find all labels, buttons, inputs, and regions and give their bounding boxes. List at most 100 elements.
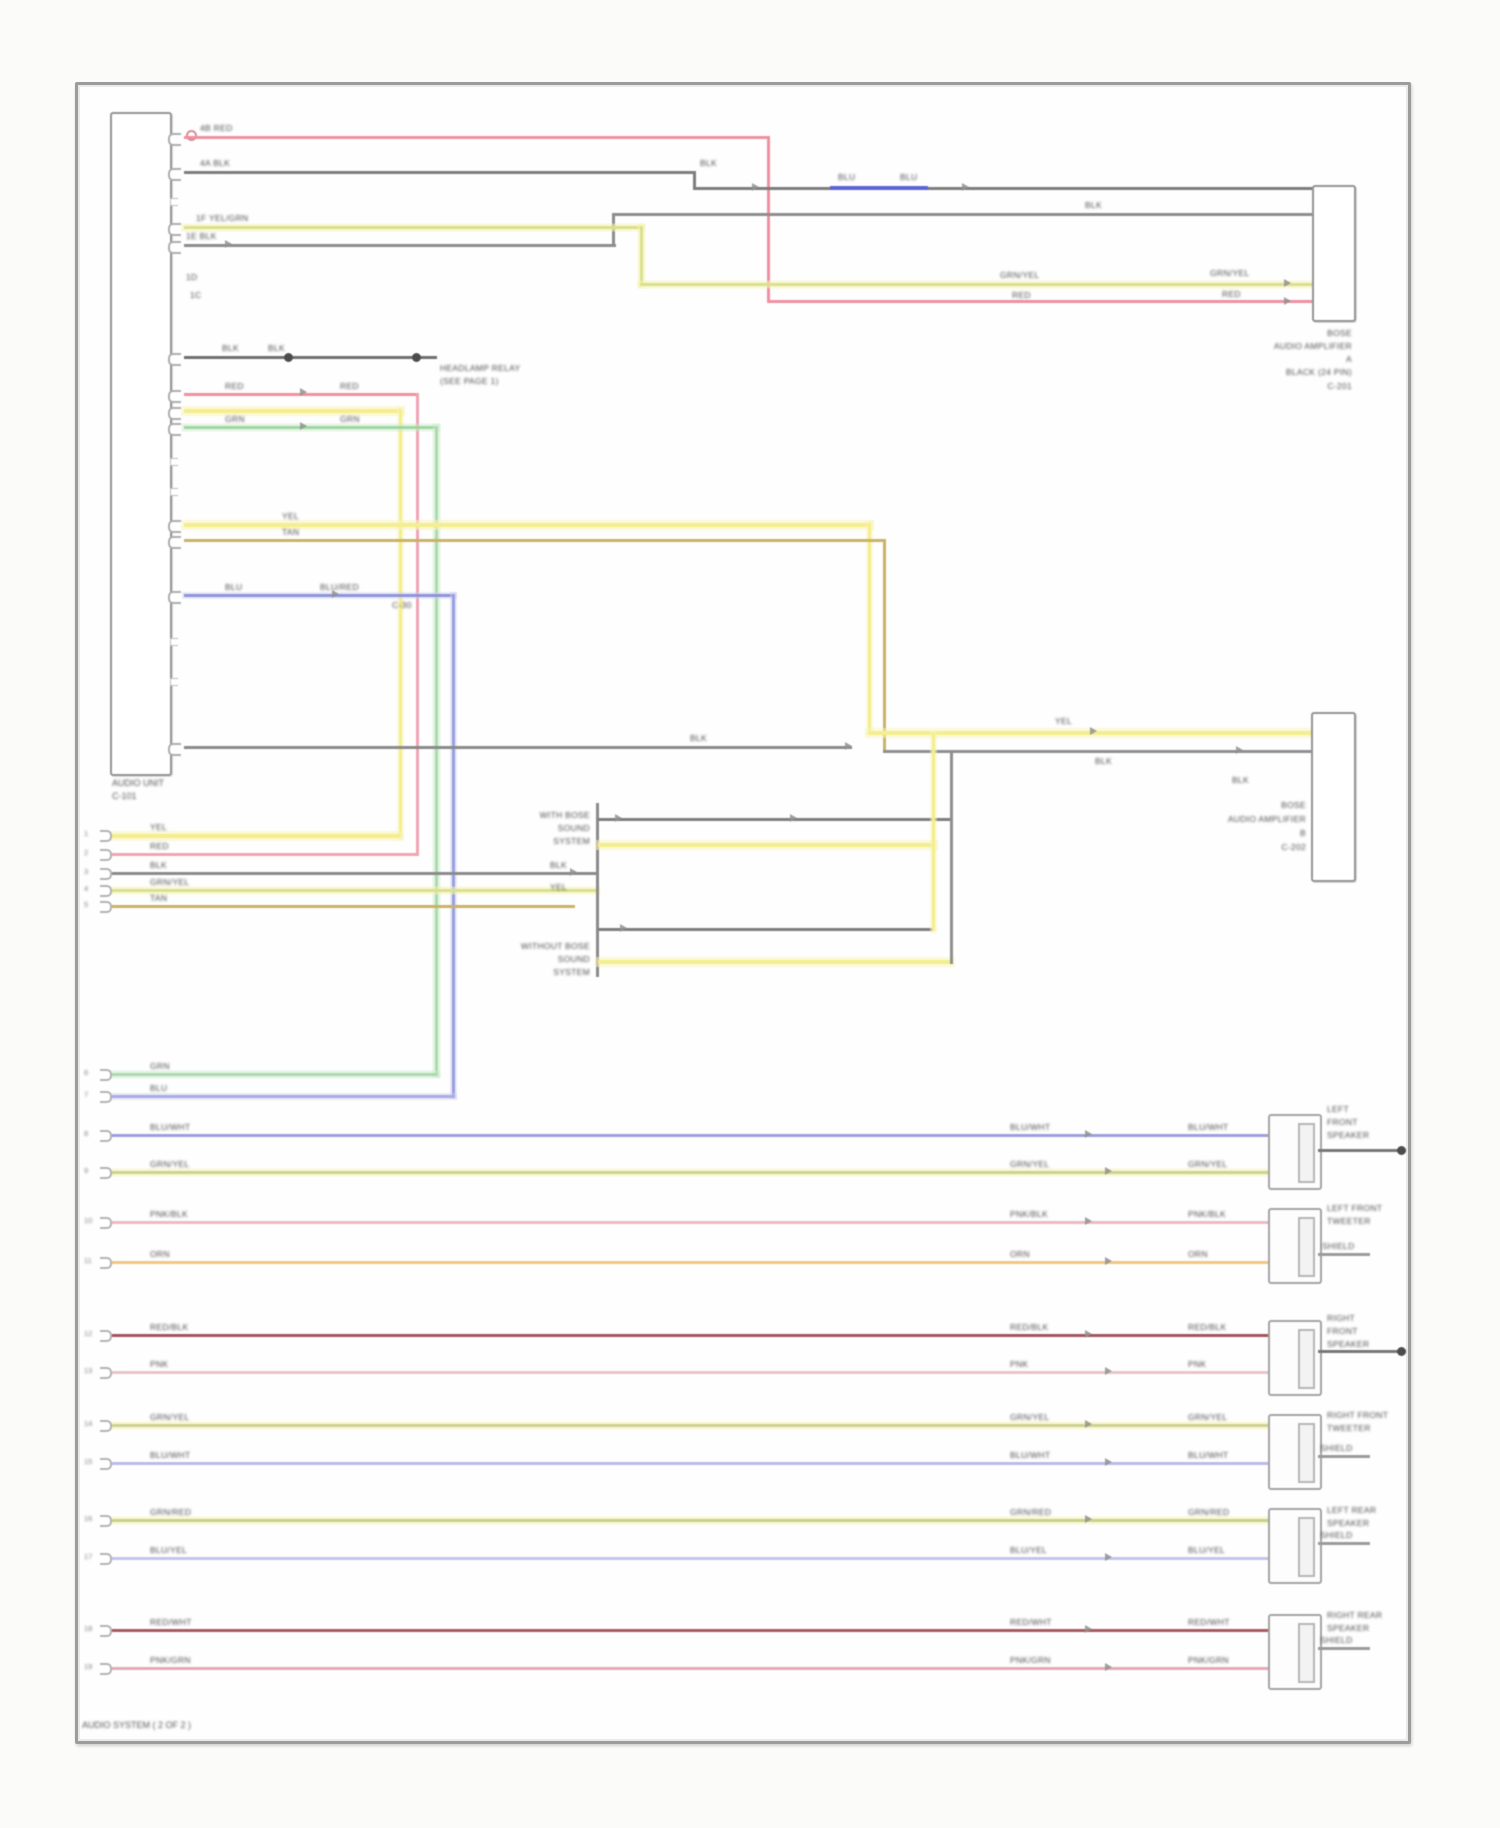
wire-gray-tail	[1318, 1253, 1370, 1256]
option-label: SOUND	[557, 823, 590, 833]
wire-tag: GRN	[225, 414, 245, 424]
wire-tag: BLU/WHT	[1188, 1450, 1229, 1460]
pin-icon	[100, 1367, 112, 1379]
wire-row	[112, 1371, 1270, 1374]
wire-tag: 4B RED	[200, 123, 233, 133]
option-label: WITH BOSE	[539, 810, 590, 820]
speaker-label: FRONT	[1327, 1326, 1358, 1336]
speaker-connector	[1268, 1208, 1322, 1284]
wire-red	[767, 136, 770, 302]
pin-icon	[100, 1330, 112, 1342]
pin-icon	[168, 423, 181, 436]
splice-icon	[1105, 1367, 1112, 1375]
wire-tag: GRN/YEL	[150, 877, 190, 887]
splice-icon	[615, 814, 622, 822]
wire-tag: TAN	[150, 893, 168, 903]
pin-number: 15	[84, 1457, 93, 1466]
wire-tag: PNK/BLK	[1188, 1209, 1227, 1219]
wire-yellow	[184, 523, 871, 527]
wire-tag: BLU/RED	[320, 582, 359, 592]
wire-row	[112, 1629, 1270, 1632]
pin-icon	[100, 1515, 112, 1527]
amp-a-label: C-201	[1327, 381, 1352, 391]
wire-row	[112, 1134, 1270, 1137]
wire-row	[112, 1221, 1270, 1224]
wire-tag: YEL	[550, 882, 567, 892]
speaker-label: LEFT REAR	[1327, 1505, 1377, 1515]
pin-number: 4	[84, 884, 89, 893]
wire-tag: PNK/GRN	[150, 1655, 191, 1665]
wire-tag: GRN/YEL	[1210, 268, 1250, 278]
wire-tag: BLU/YEL	[1010, 1545, 1048, 1555]
wire-tag: 1E BLK	[186, 231, 217, 241]
pin-number: 11	[84, 1256, 92, 1265]
diagram-border-frame	[75, 82, 1411, 1744]
wire-tag: BLK	[690, 733, 707, 743]
pin-number: 17	[84, 1552, 93, 1561]
wire-tag: RED/WHT	[1188, 1617, 1230, 1627]
wire-tag: RED/BLK	[1010, 1322, 1049, 1332]
wire-tag: PNK	[1188, 1359, 1207, 1369]
wire-gray-tail	[1318, 1647, 1370, 1650]
wire-tag: GRN/YEL	[1188, 1412, 1228, 1422]
speaker-label: SPEAKER	[1327, 1339, 1370, 1349]
speaker-icon	[1298, 1217, 1315, 1278]
wire-tag: GRN/YEL	[150, 1159, 190, 1169]
wire-tag: RED/WHT	[150, 1617, 192, 1627]
speaker-icon	[1298, 1423, 1315, 1484]
junction-dot-icon	[1397, 1146, 1406, 1155]
splice-icon	[845, 742, 852, 750]
wire-tag: BLK	[1095, 756, 1112, 766]
speaker-connector	[1268, 1414, 1322, 1490]
pin-icon	[100, 1458, 112, 1470]
wire-black	[112, 872, 598, 875]
pin-number: 3	[84, 867, 89, 876]
wire-row	[112, 1171, 1270, 1174]
speaker-tail-label: SHIELD	[1322, 1241, 1355, 1251]
pin-ring-icon	[186, 130, 197, 141]
splice-icon	[962, 183, 969, 191]
pin-icon	[168, 407, 181, 420]
pin-icon	[100, 1130, 112, 1142]
wire-black-bus	[596, 803, 599, 977]
wire-blue	[452, 594, 455, 1097]
wire-black	[612, 213, 1313, 216]
wire-tan	[184, 539, 886, 542]
note-label: HEADLAMP RELAY	[440, 363, 521, 373]
wire-tag: GRN	[150, 1061, 170, 1071]
wire-tag: BLK	[268, 343, 285, 353]
amp-b-label: AUDIO AMPLIFIER	[1227, 814, 1306, 824]
pin-number: 10	[84, 1216, 93, 1225]
wire-row	[112, 1557, 1270, 1560]
wire-tag: BLK	[222, 343, 239, 353]
wire-green	[112, 1073, 438, 1076]
wire-yellow	[399, 409, 402, 838]
speaker-connector	[1268, 1508, 1322, 1584]
pin-nub-icon	[170, 678, 178, 686]
pin-nub-icon	[170, 458, 178, 466]
pin-number: 9	[84, 1166, 89, 1175]
pin-number: 19	[84, 1662, 93, 1671]
pin-icon	[100, 1167, 112, 1179]
option-label: WITHOUT BOSE	[520, 941, 590, 951]
wire-tag: RED/BLK	[1188, 1322, 1227, 1332]
splice-icon	[225, 240, 232, 248]
speaker-tail-label: SHIELD	[1320, 1530, 1353, 1540]
splice-icon	[300, 388, 307, 396]
pin-icon	[168, 223, 181, 236]
junction-dot-icon	[284, 353, 293, 362]
pin-icon	[168, 743, 181, 756]
pin-icon	[168, 536, 181, 549]
wire-tag: YEL	[150, 822, 167, 832]
pin-nub-icon	[170, 488, 178, 496]
wire-tag: BLU/YEL	[1188, 1545, 1226, 1555]
pin-icon	[168, 353, 181, 366]
pin-icon	[168, 390, 181, 403]
pin-icon	[168, 168, 181, 181]
wire-tag: PNK	[150, 1359, 169, 1369]
wire-yellow	[598, 843, 935, 847]
wire-black	[598, 928, 935, 931]
pin-number: 16	[84, 1514, 93, 1523]
amplifier-connector-a-box	[1312, 185, 1356, 322]
pin-number: 8	[84, 1129, 89, 1138]
